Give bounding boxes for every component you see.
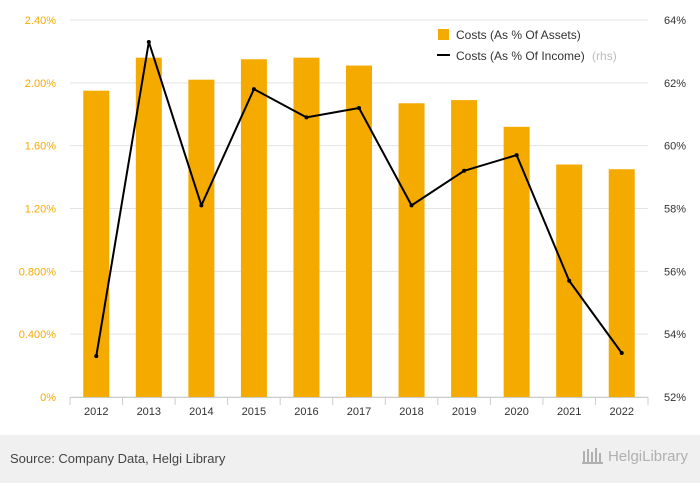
bar-2014[interactable] xyxy=(188,79,215,398)
line-point-2012[interactable] xyxy=(94,354,99,359)
bar-2017[interactable] xyxy=(346,65,372,397)
bar-2019[interactable] xyxy=(451,100,478,398)
bar-2018[interactable] xyxy=(398,103,425,398)
bar-2012[interactable] xyxy=(83,90,110,397)
y-left-tick-label: 2.40% xyxy=(25,15,56,27)
y-axis-left: 0% 0.400% 0.800% 1.20% 1.60% 2.00% 2.40% xyxy=(19,15,57,404)
x-tick-label: 2019 xyxy=(452,406,476,418)
y-right-tick-label: 62% xyxy=(664,78,686,90)
legend-label-bar: Costs (As % Of Assets) xyxy=(456,28,581,42)
x-tick-label: 2014 xyxy=(189,406,213,418)
y-left-tick-label: 0% xyxy=(40,392,56,404)
y-right-tick-label: 54% xyxy=(664,329,686,341)
y-left-tick-label: 2.00% xyxy=(25,78,56,90)
y-right-tick-label: 56% xyxy=(664,266,686,278)
bar-2013[interactable] xyxy=(135,57,162,397)
line-point-2015[interactable] xyxy=(251,87,256,92)
legend[interactable]: Costs (As % Of Assets) Costs (As % Of In… xyxy=(437,28,617,63)
source-note: Source: Company Data, Helgi Library xyxy=(10,451,226,466)
line-point-2014[interactable] xyxy=(199,203,204,208)
x-tick-label: 2017 xyxy=(347,406,371,418)
bar-series xyxy=(83,57,635,398)
legend-rhs-tag: (rhs) xyxy=(592,49,617,63)
line-point-2013[interactable] xyxy=(146,39,151,44)
y-right-tick-label: 64% xyxy=(664,15,686,27)
legend-swatch-bar xyxy=(438,29,449,40)
line-point-2019[interactable] xyxy=(462,168,467,173)
y-right-tick-label: 60% xyxy=(664,141,686,153)
x-axis: 2012 2013 2014 2015 2016 2017 2018 2019 2020 2021… xyxy=(69,397,649,418)
x-tick-label: 2022 xyxy=(609,406,633,418)
x-tick-label: 2013 xyxy=(137,406,161,418)
y-right-tick-label: 58% xyxy=(664,204,686,216)
y-left-tick-label: 1.20% xyxy=(25,204,56,216)
helgi-library-logo: HelgiLibrary xyxy=(581,447,688,465)
y-left-tick-label: 0.800% xyxy=(19,266,57,278)
line-point-2017[interactable] xyxy=(357,105,361,110)
bar-2016[interactable] xyxy=(293,57,320,397)
x-tick-label: 2020 xyxy=(504,406,528,418)
line-point-2018[interactable] xyxy=(409,203,414,208)
x-tick-label: 2021 xyxy=(557,406,581,418)
x-tick-label: 2018 xyxy=(399,406,423,418)
library-columns-icon xyxy=(581,448,603,464)
line-point-2016[interactable] xyxy=(304,115,309,120)
bar-2022[interactable] xyxy=(608,169,635,397)
y-axis-right: 52% 54% 56% 58% 60% 62% 64% xyxy=(664,15,686,404)
chart: 2012 2013 2014 2015 2016 2017 2018 2019 2020 2021… xyxy=(19,15,687,418)
y-right-tick-label: 52% xyxy=(664,392,686,404)
footer: Source: Company Data, Helgi Library Helg… xyxy=(0,435,700,483)
y-left-tick-label: 0.400% xyxy=(19,329,57,341)
line-point-2020[interactable] xyxy=(514,153,519,158)
legend-label-line-name: Costs (As % Of Income) xyxy=(456,49,585,63)
line-point-2021[interactable] xyxy=(567,278,572,283)
x-tick-label: 2016 xyxy=(294,406,318,418)
bar-2015[interactable] xyxy=(240,59,267,397)
y-left-tick-label: 1.60% xyxy=(25,141,56,153)
line-point-2022[interactable] xyxy=(619,351,624,356)
logo-text: HelgiLibrary xyxy=(607,447,688,465)
x-tick-label: 2015 xyxy=(242,406,266,418)
line-series xyxy=(94,39,624,359)
legend-label-line: Costs (As % Of Income) (rhs) xyxy=(456,49,617,63)
x-tick-label: 2012 xyxy=(84,406,108,418)
bar-2020[interactable] xyxy=(503,126,530,398)
